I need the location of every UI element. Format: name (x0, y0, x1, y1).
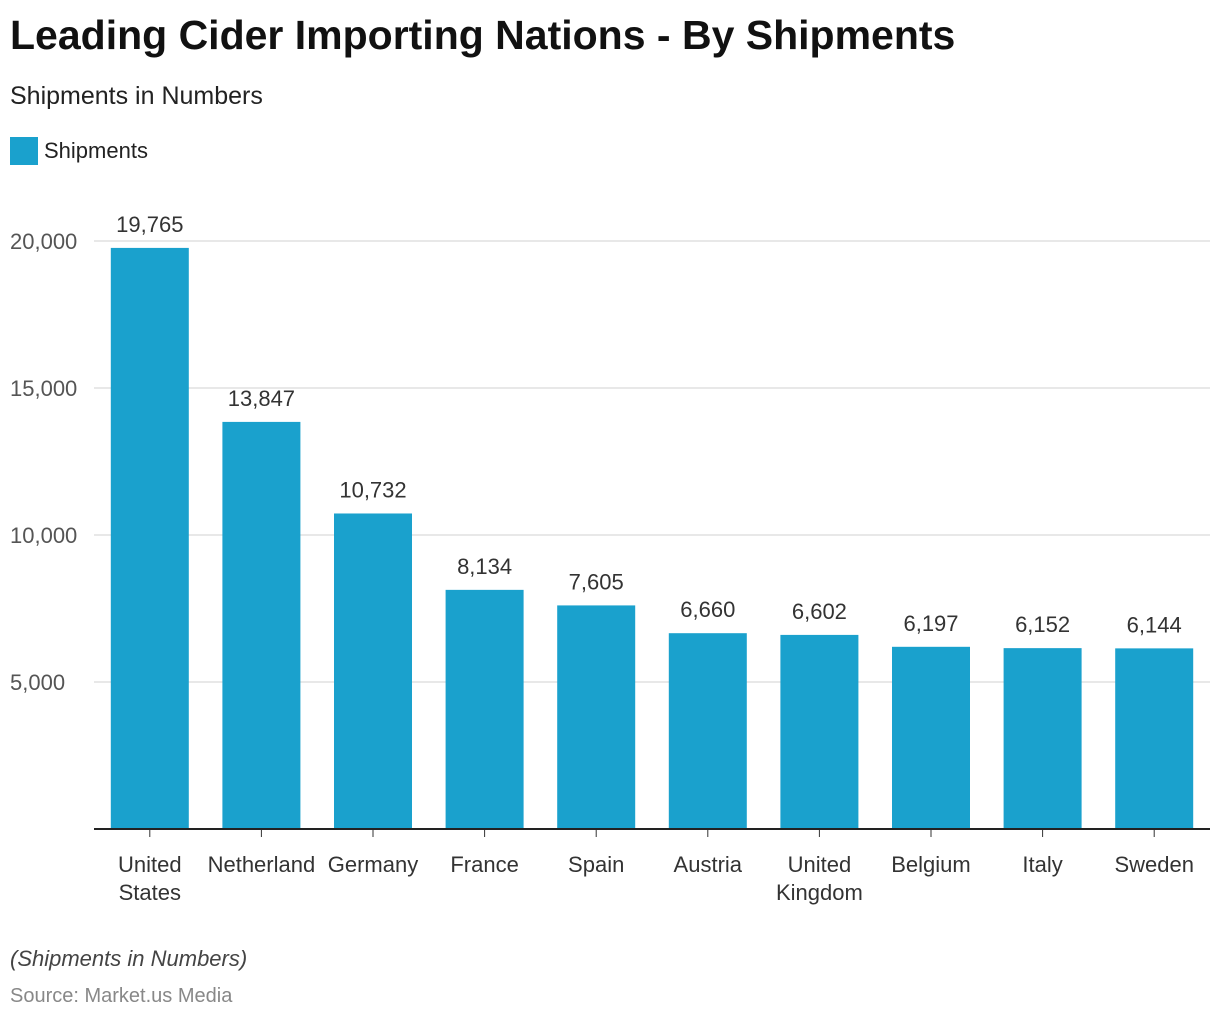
x-tick-label: Kingdom (776, 880, 863, 905)
data-label: 13,847 (228, 386, 295, 411)
bar (780, 634, 859, 829)
chart-source: Source: Market.us Media (10, 985, 233, 1007)
y-tick-label: 10,000 (10, 523, 77, 548)
data-label: 7,605 (569, 569, 624, 594)
y-tick-label: 15,000 (10, 376, 77, 401)
data-label: 6,197 (903, 611, 958, 636)
y-tick-label: 20,000 (10, 229, 77, 254)
bar (892, 646, 970, 829)
data-label: 8,134 (457, 554, 512, 579)
legend: Shipments (10, 136, 148, 166)
x-tick-label: Spain (568, 852, 624, 877)
data-label: 6,660 (680, 597, 735, 622)
data-label: 6,152 (1015, 612, 1070, 637)
bar (110, 247, 189, 829)
x-tick-label: France (450, 852, 518, 877)
x-tick-label: Netherland (208, 852, 316, 877)
bar (222, 421, 301, 829)
bar (668, 633, 747, 829)
bar (334, 513, 412, 829)
data-label: 10,732 (339, 477, 406, 502)
data-label: 6,144 (1127, 612, 1182, 637)
x-tick-label: States (119, 880, 181, 905)
bar (1115, 648, 1194, 829)
chart-title: Leading Cider Importing Nations - By Shi… (10, 12, 956, 58)
bar (1003, 648, 1082, 829)
x-tick-label: Italy (1022, 852, 1062, 877)
x-tick-label: United (788, 852, 852, 877)
legend-swatch-shipments (10, 137, 38, 165)
bar (557, 605, 636, 829)
x-tick-label: Belgium (891, 852, 970, 877)
chart-note: (Shipments in Numbers) (10, 946, 248, 971)
legend-label-shipments: Shipments (44, 138, 148, 163)
chart-subtitle: Shipments in Numbers (10, 82, 263, 110)
data-label: 19,765 (116, 212, 183, 237)
data-label: 6,602 (792, 599, 847, 624)
y-tick-label: 5,000 (10, 670, 65, 695)
x-tick-label: Germany (328, 852, 418, 877)
x-tick-label: Sweden (1114, 852, 1194, 877)
x-tick-label: Austria (674, 852, 743, 877)
x-tick-label: United (118, 852, 182, 877)
bar (445, 589, 524, 829)
